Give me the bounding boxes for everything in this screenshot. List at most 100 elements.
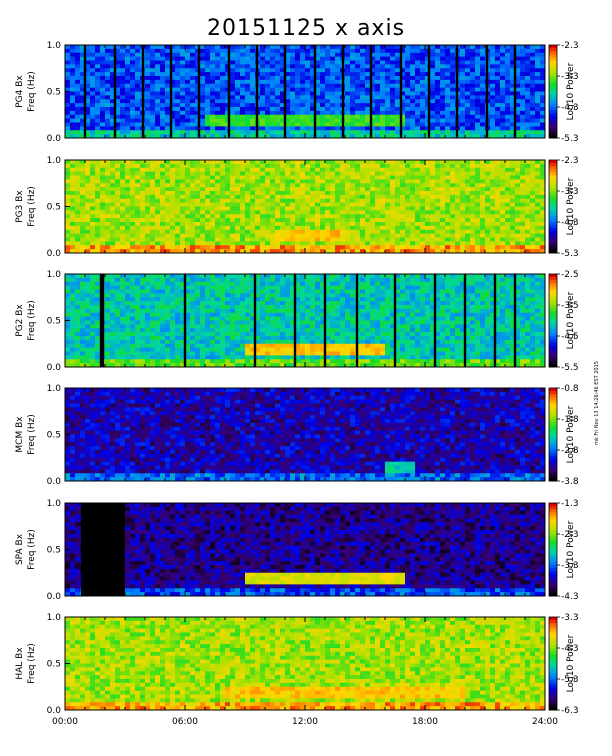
colorbar-segment-pg2-1 [549,277,557,281]
colorbar-segment-pg4-17 [549,98,557,102]
data-gap-pg4-12 [428,45,430,138]
colorbar-segment-pg4-11 [549,79,557,83]
colorbar-segment-pg3-16 [549,210,557,214]
colorbar-segment-hal-23 [549,688,557,692]
y-tick-label-pg4-2: 1.0 [47,41,62,51]
y-axis-label-hal: Freq (Hz) [27,643,37,684]
colorbar-segment-mcm-22 [549,456,557,460]
colorbar-segment-pg4-24 [549,119,557,123]
colorbar-segment-spa-23 [549,574,557,578]
colorbar-segment-pg3-15 [549,207,557,211]
colorbar-segment-pg2-10 [549,305,557,309]
y-tick-label-mcm-2: 1.0 [47,384,62,394]
colorbar-segment-pg2-11 [549,308,557,312]
colorbar-segment-pg2-14 [549,317,557,321]
colorbar-segment-hal-25 [549,695,557,699]
colorbar-segment-pg2-4 [549,286,557,290]
x-tick-label-1: 06:00 [172,717,198,727]
colorbar-segment-hal-16 [549,667,557,671]
y-tick-label-pg3-2: 1.0 [47,156,62,166]
colorbar-segment-pg3-26 [549,241,557,245]
y-tick-label-pg2-1: 0.5 [47,317,61,327]
colorbar-segment-pg2-3 [549,283,557,287]
colorbar-segment-pg4-19 [549,104,557,108]
colorbar-segment-pg3-25 [549,238,557,242]
x-tick-label-4: 24:00 [532,717,558,727]
colorbar-segment-hal-22 [549,685,557,689]
colorbar-segment-pg4-16 [549,95,557,99]
data-gap-pg4-8 [314,45,316,138]
colorbar-segment-pg2-16 [549,324,557,328]
colorbar-segment-spa-3 [549,512,557,516]
colorbar-segment-pg2-15 [549,321,557,325]
colorbar-segment-pg4-6 [549,64,557,68]
data-gap-pg2-6 [356,274,358,367]
data-gap-pg4-7 [284,45,286,138]
colorbar-segment-pg4-5 [549,61,557,65]
colorbar-tick-label-pg2-0: -2.5 [561,270,579,280]
colorbar-segment-spa-24 [549,577,557,581]
colorbar-segment-mcm-0 [549,388,557,392]
colorbar-segment-hal-0 [549,617,557,621]
colorbar-segment-pg3-21 [549,225,557,229]
colorbar-segment-hal-18 [549,673,557,677]
colorbar-segment-pg2-21 [549,339,557,343]
colorbar-segment-pg3-17 [549,213,557,217]
colorbar-tick-label-pg4-3: -5.3 [561,134,579,144]
x-tick-label-0: 00:00 [52,717,78,727]
spectrogram-figure: 0.00.51.0PG4 Bx Freq (Hz)-2.3-3.3-4.3-5.3… [0,0,612,756]
colorbar-segment-pg3-5 [549,176,557,180]
panel-spa [65,503,545,596]
colorbar-segment-mcm-23 [549,459,557,463]
colorbar-segment-pg4-15 [549,92,557,96]
colorbar-tick-label-mcm-3: -3.8 [561,477,579,487]
data-gap-pg2-7 [394,274,396,367]
data-gap-pg2-2 [184,274,186,367]
colorbar-segment-spa-0 [549,503,557,507]
y-tick-label-pg3-1: 0.5 [47,203,61,213]
colorbar-tick-label-mcm-0: -0.8 [561,384,579,394]
data-gap-pg4-4 [198,45,200,138]
colorbar-segment-pg4-25 [549,123,557,127]
colorbar-label-pg3: Log10 Power [566,177,576,235]
colorbar-segment-hal-17 [549,670,557,674]
colorbar-segment-pg3-22 [549,228,557,232]
colorbar-segment-spa-21 [549,568,557,572]
colorbar-segment-pg3-9 [549,188,557,192]
y-axis-label-pg3: Freq (Hz) [27,186,37,227]
colorbar-segment-spa-15 [549,550,557,554]
y-axis-label-spa: Freq (Hz) [27,529,37,570]
data-gap-pg4-2 [142,45,144,138]
colorbar-segment-pg2-27 [549,358,557,362]
data-gap-pg4-9 [342,45,344,138]
colorbar-segment-pg2-5 [549,290,557,294]
colorbar-segment-spa-14 [549,546,557,550]
colorbar-segment-pg2-13 [549,314,557,318]
colorbar-label-hal: Log10 Power [566,634,576,692]
colorbar-segment-pg3-11 [549,194,557,198]
colorbar-segment-mcm-17 [549,441,557,445]
colorbar-segment-pg2-6 [549,293,557,297]
colorbar-segment-pg4-20 [549,107,557,111]
colorbar-tick-label-pg4-0: -2.3 [561,41,579,51]
colorbar-segment-spa-25 [549,581,557,585]
colorbar-segment-pg3-18 [549,216,557,220]
colorbar-segment-pg3-8 [549,185,557,189]
data-gap-pg4-3 [170,45,172,138]
colorbar-segment-mcm-2 [549,394,557,398]
colorbar-segment-pg3-13 [549,200,557,204]
colorbar-segment-pg4-18 [549,101,557,105]
y-tick-label-mcm-1: 0.5 [47,431,61,441]
colorbar-segment-spa-1 [549,506,557,510]
station-label-spa: SPA Bx [15,533,25,565]
colorbar-segment-hal-15 [549,664,557,668]
colorbar-segment-pg3-3 [549,169,557,173]
colorbar-segment-pg3-24 [549,234,557,238]
colorbar-segment-hal-12 [549,654,557,658]
y-axis-label-pg4: Freq (Hz) [27,71,37,112]
colorbar-segment-hal-6 [549,636,557,640]
colorbar-segment-mcm-18 [549,444,557,448]
station-label-pg4: PG4 Bx [15,75,25,108]
colorbar-segment-hal-24 [549,691,557,695]
data-gap-pg2-11 [514,274,516,367]
